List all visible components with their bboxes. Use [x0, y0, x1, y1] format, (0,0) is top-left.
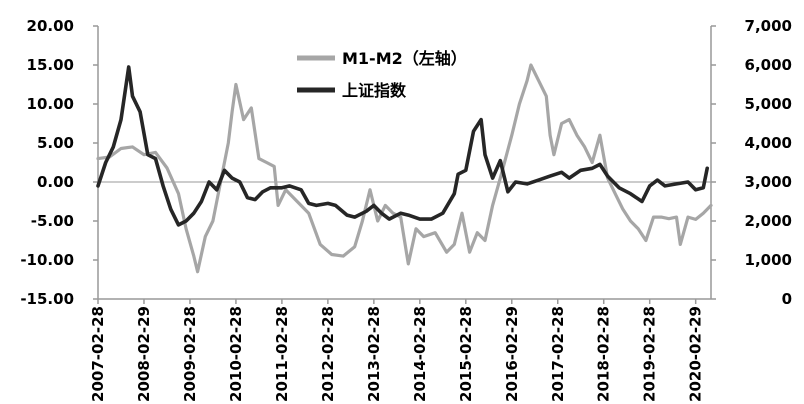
- left-tick-label: -5.00: [31, 212, 74, 230]
- left-tick-label: 10.00: [27, 95, 74, 113]
- left-tick-label: 20.00: [27, 17, 74, 35]
- legend-label-shanghai: 上证指数: [342, 81, 407, 100]
- x-tick-label: 2017-02-28: [549, 306, 567, 402]
- left-axis: -15.00 -10.00 -5.00 0.00 5.00 10.00 15.00 20.00: [20, 17, 99, 308]
- series-line-m1-m2: [96, 63, 713, 274]
- series-line-shanghai-index: [96, 65, 710, 227]
- left-tick-label: 5.00: [37, 134, 74, 152]
- x-tick-label: 2020-02-29: [687, 306, 705, 402]
- x-tick-label: 2010-02-28: [227, 306, 245, 402]
- left-tick-label: 0.00: [37, 173, 74, 191]
- right-tick-label: 2,000: [745, 212, 792, 230]
- right-tick-label: 3,000: [745, 173, 792, 191]
- legend-label-m1m2: M1-M2（左轴）: [342, 49, 467, 68]
- x-tick-label: 2012-02-28: [319, 306, 337, 402]
- right-axis: 0 1,000 2,000 3,000 4,000 5,000 6,000 7,000: [710, 17, 792, 308]
- right-tick-label: 7,000: [745, 17, 792, 35]
- x-axis: 2007-02-28 2008-02-29 2009-02-28 2010-02-28…: [89, 181, 711, 402]
- left-tick-label: -10.00: [20, 251, 74, 269]
- left-tick-label: -15.00: [20, 290, 74, 308]
- x-tick-label: 2011-02-28: [273, 306, 291, 402]
- right-tick-label: 1,000: [745, 251, 792, 269]
- x-ticks: 2007-02-28 2008-02-29 2009-02-28 2010-02-28…: [89, 299, 705, 402]
- right-tick-label: 0: [782, 290, 792, 308]
- x-tick-label: 2018-02-28: [595, 306, 613, 402]
- left-ticks: -15.00 -10.00 -5.00 0.00 5.00 10.00 15.00 20.00: [20, 17, 98, 308]
- x-tick-label: 2009-02-28: [181, 306, 199, 402]
- x-tick-label: 2019-02-28: [641, 306, 659, 402]
- x-tick-label: 2008-02-29: [135, 306, 153, 402]
- right-ticks: 0 1,000 2,000 3,000 4,000 5,000 6,000 7,000: [711, 17, 792, 308]
- right-tick-label: 5,000: [745, 95, 792, 113]
- right-tick-label: 6,000: [745, 56, 792, 74]
- left-tick-label: 15.00: [27, 56, 74, 74]
- x-tick-label: 2015-02-28: [457, 306, 475, 402]
- x-tick-label: 2016-02-29: [503, 306, 521, 402]
- x-tick-label: 2013-02-28: [365, 306, 383, 402]
- x-tick-label: 2007-02-28: [89, 306, 107, 402]
- right-tick-label: 4,000: [745, 134, 792, 152]
- legend: M1-M2（左轴） 上证指数: [297, 49, 467, 100]
- x-tick-label: 2014-02-28: [411, 306, 429, 402]
- series-layer: [96, 63, 713, 274]
